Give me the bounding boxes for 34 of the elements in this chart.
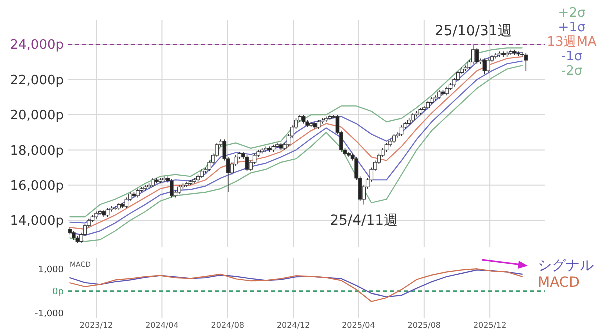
y-tick-label: 16,000p bbox=[10, 178, 64, 194]
text: +2σ bbox=[558, 6, 586, 21]
y-tick-label: 18,000p bbox=[10, 144, 64, 159]
annotation: 25/4/11週 bbox=[330, 212, 398, 229]
text: -1σ bbox=[561, 50, 583, 64]
line-series bbox=[70, 268, 523, 302]
candlestick bbox=[245, 155, 250, 172]
y-tick-label: 24,000p bbox=[10, 38, 64, 54]
y-tick-label: 20,000p bbox=[10, 108, 64, 124]
line-series bbox=[70, 270, 523, 298]
x-tick-label: 2024/08 bbox=[211, 321, 245, 330]
text: -2σ bbox=[561, 64, 583, 79]
candlestick bbox=[475, 48, 480, 64]
y-tick-label: 0p bbox=[52, 287, 64, 298]
x-tick-label: 2023/12 bbox=[80, 321, 114, 330]
series-label: MACD bbox=[538, 275, 580, 291]
x-tick-label: 2025/08 bbox=[408, 321, 442, 330]
candlestick bbox=[486, 58, 490, 74]
y-tick-label: 1,000 bbox=[38, 265, 64, 276]
candlestick bbox=[524, 53, 528, 72]
x-tick-label: 2025/12 bbox=[473, 321, 507, 330]
x-tick-label: 2025/04 bbox=[342, 321, 376, 330]
candlestick bbox=[482, 58, 487, 75]
y-tick-label: -1,000 bbox=[34, 310, 64, 320]
series-label: シグナル bbox=[538, 258, 594, 274]
y-tick-label: 14,000p bbox=[10, 214, 64, 230]
annotation: 25/10/31週 bbox=[434, 24, 512, 40]
candlestick bbox=[400, 125, 404, 137]
y-tick-label: 22,000p bbox=[10, 73, 64, 88]
series-label: 13週MA bbox=[547, 35, 597, 50]
x-tick-label: 2024/12 bbox=[276, 321, 310, 330]
x-tick-label: 2024/04 bbox=[146, 321, 179, 330]
candlestick bbox=[170, 178, 174, 198]
text: +1σ bbox=[558, 20, 586, 36]
